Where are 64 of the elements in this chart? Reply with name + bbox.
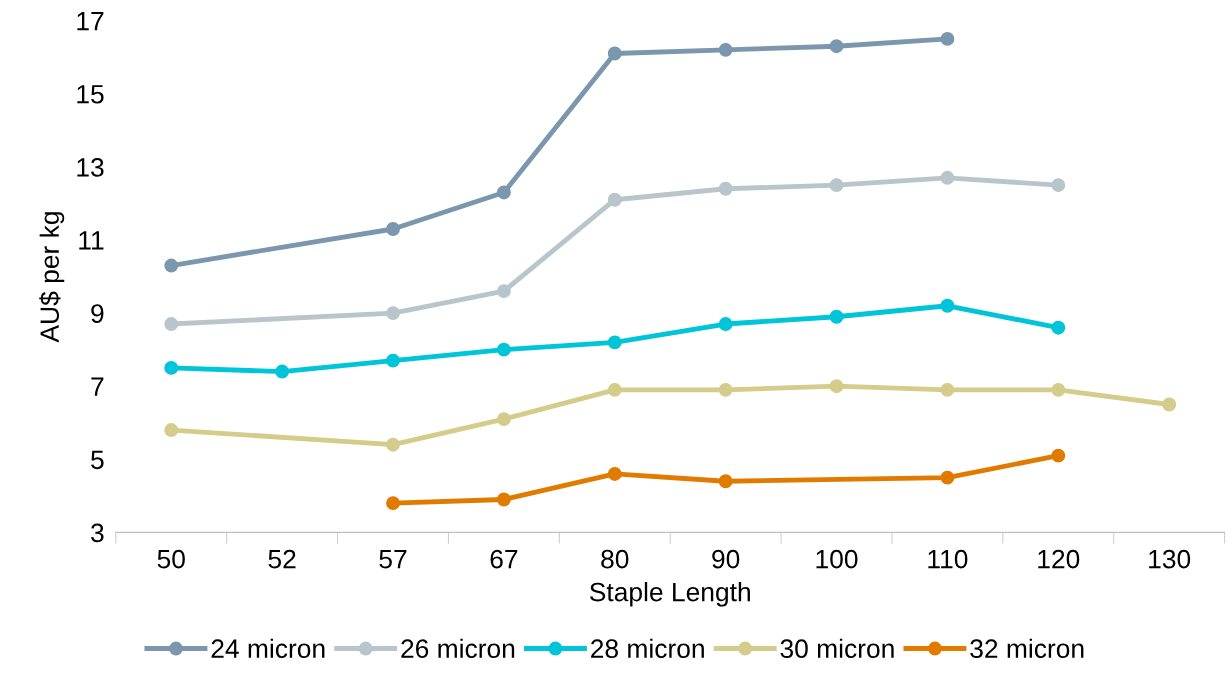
point	[607, 382, 622, 397]
legend-label: 32 micron	[970, 638, 1084, 659]
point	[940, 382, 955, 397]
point	[386, 353, 400, 368]
point	[275, 364, 290, 379]
x-tick-label: 52	[268, 549, 296, 569]
point	[940, 298, 955, 313]
point	[607, 192, 622, 207]
point	[718, 382, 733, 397]
point	[496, 412, 511, 427]
y-tick-label: 17	[77, 12, 104, 31]
y-tick-label: 9	[91, 304, 104, 323]
point	[607, 46, 622, 61]
y-tick-label: 13	[77, 157, 104, 177]
y-tick-label: 5	[91, 450, 104, 470]
x-tick-label: 57	[379, 550, 407, 569]
point	[1162, 397, 1177, 412]
point	[829, 178, 844, 193]
point	[164, 360, 179, 375]
x-tick-label: 130	[1149, 549, 1191, 569]
legend-label: 24 micron	[211, 638, 325, 659]
x-tick-label: 50	[157, 549, 185, 569]
point	[164, 317, 179, 331]
point	[940, 470, 955, 485]
point	[496, 185, 511, 200]
point	[164, 258, 179, 273]
point	[386, 222, 400, 236]
x-tick-label: 67	[490, 549, 518, 569]
point	[607, 335, 622, 350]
point	[940, 31, 955, 46]
y-tick-label: 7	[91, 377, 104, 396]
legend-label: 28 micron	[591, 638, 704, 659]
x-axis-title: Staple Length	[589, 582, 750, 607]
x-tick-label: 100	[816, 549, 858, 569]
x-tick-label: 80	[601, 549, 629, 569]
legend-label: 26 micron	[401, 638, 515, 659]
point	[718, 474, 733, 489]
point	[164, 423, 179, 438]
x-tick-label: 120	[1038, 549, 1080, 569]
point	[940, 170, 955, 185]
point	[496, 342, 511, 357]
point	[829, 379, 844, 394]
point	[829, 39, 844, 54]
point	[607, 466, 622, 481]
legend-label: 30 micron	[780, 638, 894, 659]
point	[718, 42, 733, 57]
y-axis-title: AU$ per kg	[39, 212, 65, 343]
x-tick-label: 110	[928, 549, 968, 569]
point	[386, 496, 400, 511]
point	[718, 317, 733, 331]
point	[386, 306, 400, 321]
point	[1051, 178, 1066, 193]
point	[1051, 448, 1066, 463]
point	[496, 492, 511, 507]
y-tick-label: 3	[91, 523, 104, 543]
point	[1051, 320, 1066, 335]
point	[1051, 382, 1066, 397]
point	[829, 309, 844, 324]
point	[496, 284, 511, 299]
point	[386, 437, 400, 452]
y-tick-label: 11	[79, 231, 104, 250]
y-tick-label: 15	[77, 85, 104, 104]
point	[718, 181, 733, 196]
x-tick-label: 90	[712, 549, 740, 569]
